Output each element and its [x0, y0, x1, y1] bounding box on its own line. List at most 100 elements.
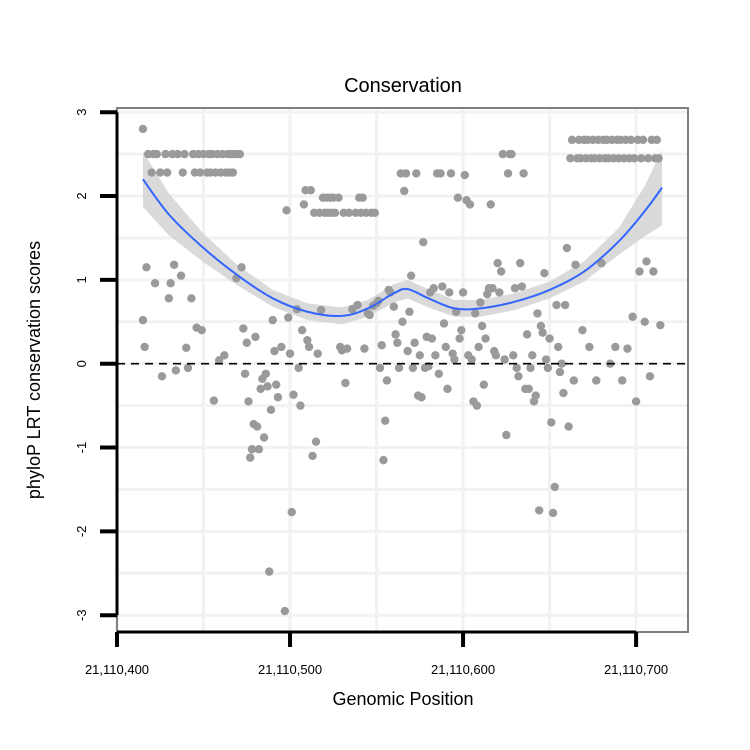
data-point — [289, 390, 298, 399]
data-point — [306, 185, 315, 195]
data-point — [252, 422, 262, 431]
data-point — [645, 372, 655, 381]
data-point — [623, 344, 632, 353]
data-point — [438, 282, 447, 291]
x-tick-label: 21,110,400 — [85, 662, 149, 677]
data-point — [406, 271, 416, 280]
data-point — [379, 455, 388, 465]
data-point — [389, 302, 399, 311]
data-point — [299, 200, 309, 209]
data-point — [538, 328, 547, 337]
data-point — [637, 154, 646, 163]
data-point — [408, 363, 418, 373]
data-point — [297, 325, 307, 335]
data-point — [419, 237, 428, 247]
data-point — [517, 282, 527, 291]
data-point — [308, 451, 317, 461]
data-point — [571, 260, 580, 269]
data-point — [557, 359, 566, 368]
data-point — [394, 363, 404, 373]
data-point — [498, 149, 508, 159]
data-point — [562, 243, 572, 253]
y-axis-label: phyloP LRT conservation scores — [24, 241, 44, 499]
data-point — [266, 405, 276, 415]
data-point — [239, 324, 248, 333]
data-point — [313, 349, 322, 358]
y-tick-label: -2 — [74, 526, 89, 538]
data-point — [543, 363, 553, 373]
data-point — [592, 376, 601, 385]
data-point — [147, 168, 156, 177]
data-point — [161, 149, 170, 159]
data-point — [597, 258, 606, 268]
data-point — [528, 351, 537, 360]
data-point — [235, 149, 245, 159]
data-point — [195, 168, 205, 177]
data-point — [171, 366, 181, 375]
data-point — [635, 267, 644, 276]
data-point — [254, 445, 264, 454]
y-tick-label: 1 — [74, 276, 89, 283]
x-tick-label: 21,110,500 — [258, 662, 322, 677]
data-point — [277, 342, 286, 352]
smooth-line-layer — [142, 178, 663, 318]
data-point — [493, 258, 502, 268]
data-point — [560, 300, 570, 310]
data-point — [182, 343, 191, 352]
data-point — [611, 342, 620, 352]
data-point — [552, 300, 561, 310]
data-point — [569, 376, 578, 385]
data-point — [228, 168, 238, 177]
data-point — [564, 422, 573, 431]
data-point — [460, 170, 469, 180]
data-point — [412, 169, 421, 178]
data-point — [138, 315, 148, 325]
data-point — [477, 321, 487, 331]
data-point — [344, 208, 354, 217]
data-point — [251, 332, 260, 342]
data-point — [626, 135, 636, 145]
data-point — [417, 393, 426, 402]
data-point — [457, 325, 466, 335]
data-point — [273, 393, 283, 402]
data-point — [486, 200, 495, 209]
data-point — [455, 334, 464, 343]
data-point — [401, 169, 411, 178]
data-point — [183, 363, 193, 373]
data-point — [358, 193, 367, 202]
data-point — [585, 342, 594, 352]
data-point — [294, 363, 303, 373]
data-point — [429, 284, 438, 293]
data-point — [495, 288, 504, 297]
y-tick-label: -3 — [74, 609, 89, 621]
data-point — [470, 309, 480, 318]
data-point — [380, 416, 390, 425]
data-point — [638, 135, 648, 145]
data-point — [142, 263, 151, 272]
data-point — [410, 338, 419, 347]
data-point — [522, 330, 532, 339]
data-point — [391, 330, 400, 339]
data-point — [631, 397, 641, 406]
data-point — [214, 356, 224, 365]
data-point — [265, 567, 274, 576]
data-point — [403, 346, 412, 356]
data-point — [644, 154, 653, 163]
data-point — [303, 336, 312, 345]
data-point — [242, 338, 251, 347]
data-point — [247, 445, 257, 454]
data-point — [441, 342, 450, 352]
data-point — [434, 369, 444, 378]
data-point — [566, 154, 575, 163]
data-point — [618, 376, 627, 385]
data-point — [240, 369, 250, 378]
data-point — [271, 380, 281, 389]
data-point — [640, 317, 649, 326]
x-axis-label: Genomic Position — [332, 689, 473, 709]
data-point — [476, 298, 485, 307]
data-point — [453, 193, 463, 202]
data-point — [415, 351, 425, 360]
data-point — [341, 378, 350, 388]
data-point — [334, 193, 343, 202]
